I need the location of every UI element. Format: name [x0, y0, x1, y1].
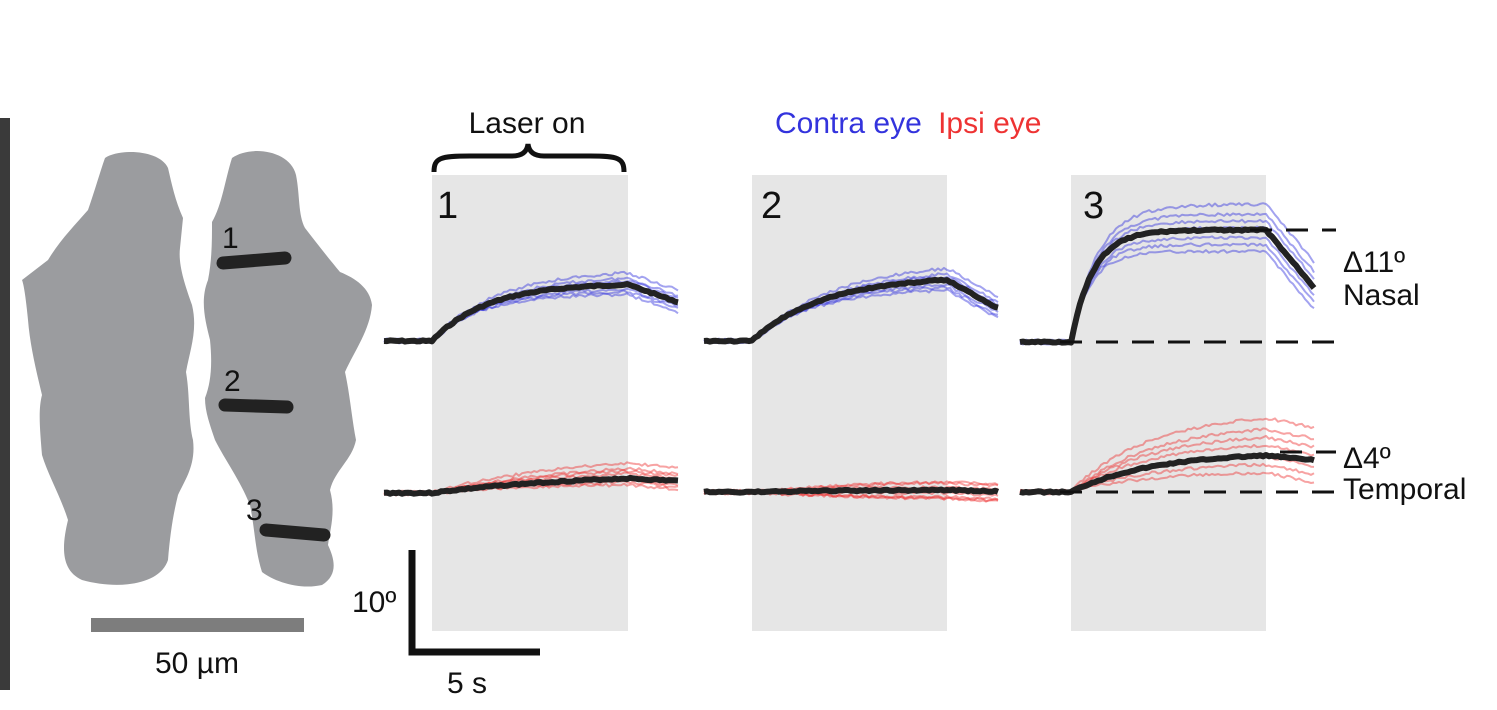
panel-label-3: 3: [1083, 185, 1104, 227]
temporal-label: Temporal: [1343, 473, 1466, 506]
calibration-scalebar: [408, 550, 540, 656]
reference-lines: [1060, 228, 1336, 494]
microscopy-image-edge: [0, 118, 10, 690]
stimulus-window-2: [752, 175, 947, 631]
laser-on-label: Laser on: [469, 107, 586, 140]
panel-label-2: 2: [761, 185, 782, 227]
contra-mean-2: [703, 276, 999, 345]
micron-scalebar: [91, 618, 304, 632]
vertical-scalebar-label: 10º: [352, 586, 396, 619]
ipsi-mean-1: [383, 474, 679, 497]
site-label-3: 3: [246, 494, 263, 527]
temporal-delta-label: Δ4º: [1343, 442, 1391, 475]
schematic-left-lobe: [22, 152, 195, 585]
brain-schematic: 1 2 3: [22, 151, 372, 587]
panel-label-1: 1: [437, 185, 458, 227]
site-label-1: 1: [222, 222, 239, 255]
legend: Contra eye Ipsi eye: [775, 107, 1041, 140]
legend-ipsi: Ipsi eye: [938, 107, 1041, 140]
site-label-2: 2: [224, 365, 241, 398]
stimulus-window-1: [432, 175, 628, 631]
laser-on-bracket: [431, 143, 627, 173]
ipsi-mean-2: [703, 486, 1000, 496]
contra-mean-1: [383, 281, 679, 345]
micron-scalebar-label: 50 µm: [155, 647, 239, 680]
nasal-label: Nasal: [1343, 279, 1420, 312]
horizontal-scalebar-label: 5 s: [447, 667, 487, 700]
legend-contra: Contra eye: [775, 107, 922, 140]
nasal-delta-label: Δ11º: [1343, 246, 1405, 279]
site-marker-2: [218, 398, 294, 414]
site-marker-1: [216, 251, 292, 270]
stimulus-window-3: [1071, 175, 1266, 631]
site-marker-3: [259, 523, 331, 542]
